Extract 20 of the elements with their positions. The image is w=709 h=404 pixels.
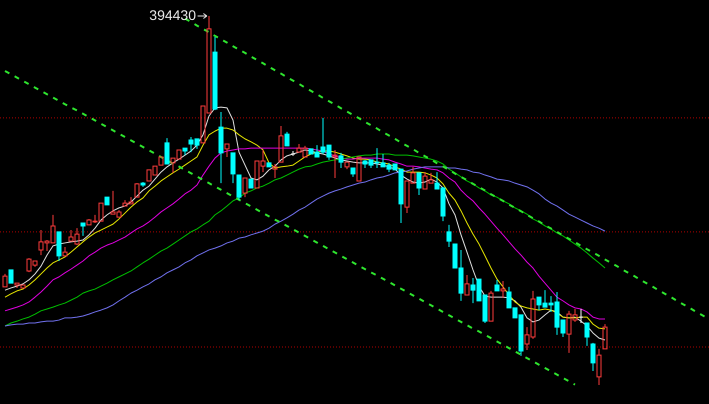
candlestick bbox=[284, 131, 290, 146]
candlestick bbox=[80, 222, 86, 236]
candlestick bbox=[230, 152, 236, 184]
candlestick bbox=[236, 174, 242, 201]
candlestick bbox=[446, 224, 452, 248]
candlestick bbox=[464, 274, 470, 296]
candlestick bbox=[278, 125, 284, 163]
candlestick bbox=[494, 279, 500, 292]
candlestick bbox=[590, 342, 596, 372]
candlestick bbox=[338, 152, 344, 169]
candlestick bbox=[356, 156, 362, 182]
candlestick bbox=[158, 156, 164, 166]
candlestick bbox=[224, 144, 230, 158]
candlestick bbox=[56, 231, 62, 262]
candlestick bbox=[584, 322, 590, 346]
candlestick bbox=[500, 280, 506, 298]
candlestick bbox=[8, 269, 14, 284]
annotation: 394430 bbox=[149, 7, 196, 23]
candlestick bbox=[164, 138, 170, 164]
candlestick bbox=[416, 172, 422, 196]
